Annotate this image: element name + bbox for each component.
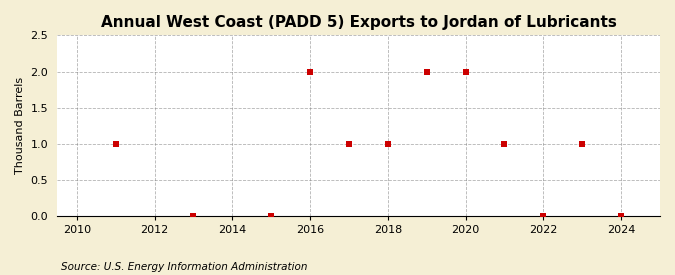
Point — [110, 142, 121, 146]
Title: Annual West Coast (PADD 5) Exports to Jordan of Lubricants: Annual West Coast (PADD 5) Exports to Jo… — [101, 15, 616, 30]
Text: Source: U.S. Energy Information Administration: Source: U.S. Energy Information Administ… — [61, 262, 307, 272]
Point — [344, 142, 354, 146]
Point — [460, 69, 471, 74]
Point — [421, 69, 432, 74]
Y-axis label: Thousand Barrels: Thousand Barrels — [15, 77, 25, 174]
Point — [266, 214, 277, 218]
Point — [577, 142, 588, 146]
Point — [304, 69, 315, 74]
Point — [538, 214, 549, 218]
Point — [383, 142, 394, 146]
Point — [499, 142, 510, 146]
Point — [188, 214, 199, 218]
Point — [616, 214, 626, 218]
